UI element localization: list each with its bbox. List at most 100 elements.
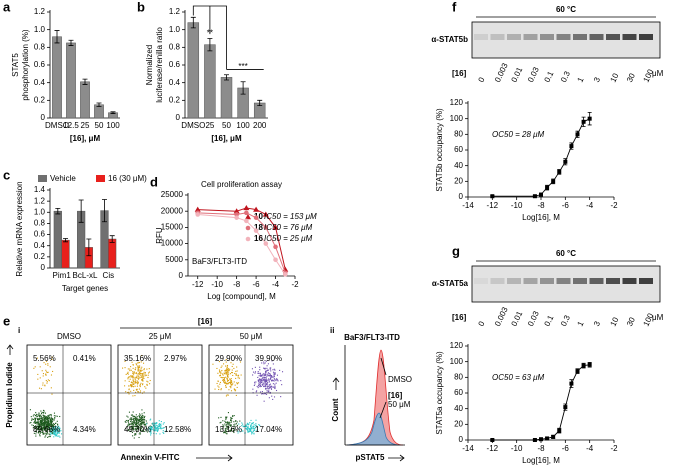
- dot: [136, 430, 138, 432]
- blot-band: [573, 278, 587, 284]
- dot: [236, 370, 238, 372]
- dot: [273, 378, 275, 380]
- y-tick-label: 0.4: [34, 78, 46, 87]
- concentration-unit: μM: [652, 313, 664, 322]
- dot: [226, 373, 228, 375]
- y-axis-label: Normalized: [145, 45, 154, 85]
- dot: [216, 367, 218, 370]
- dot: [260, 380, 262, 382]
- dot: [268, 391, 270, 393]
- dot: [37, 419, 39, 421]
- dot: [131, 384, 133, 386]
- dot: [251, 433, 253, 435]
- dot: [260, 375, 262, 377]
- dot: [46, 431, 48, 434]
- dot: [217, 385, 219, 387]
- dot: [130, 386, 132, 388]
- dot: [273, 396, 276, 398]
- dot: [219, 422, 221, 424]
- dot: [225, 385, 227, 387]
- dot: [266, 365, 268, 367]
- dot: [261, 375, 263, 377]
- dot: [43, 419, 45, 421]
- dot: [128, 429, 130, 432]
- dot: [48, 420, 50, 422]
- dot: [44, 416, 46, 418]
- dot: [125, 373, 127, 375]
- dot: [137, 373, 139, 375]
- point: [545, 185, 550, 190]
- dot: [144, 373, 146, 375]
- dot: [232, 415, 234, 417]
- dot: [58, 432, 60, 434]
- blot-band: [622, 34, 637, 40]
- dot: [132, 435, 134, 437]
- dot: [219, 381, 222, 383]
- dot: [138, 436, 140, 439]
- dot: [32, 418, 34, 420]
- dot: [42, 424, 44, 426]
- dot: [266, 387, 268, 389]
- dot: [225, 369, 227, 371]
- dot: [37, 378, 39, 380]
- dot: [227, 369, 230, 371]
- dot: [140, 382, 142, 384]
- dot: [150, 428, 153, 430]
- dot: [42, 416, 45, 418]
- dot: [225, 383, 227, 385]
- dot: [136, 418, 139, 420]
- dot: [57, 435, 59, 437]
- dot: [272, 371, 275, 373]
- dot: [132, 380, 134, 382]
- dot: [46, 415, 48, 418]
- dot: [37, 373, 39, 375]
- dot: [34, 366, 36, 368]
- dot: [138, 419, 140, 422]
- dot: [150, 428, 152, 430]
- dot: [270, 388, 273, 390]
- dot: [135, 382, 137, 384]
- dot: [159, 433, 161, 435]
- dot: [132, 382, 134, 384]
- dot: [225, 416, 227, 418]
- dot: [34, 417, 36, 419]
- dot: [143, 412, 145, 414]
- dot: [223, 431, 225, 433]
- dot: [147, 376, 149, 379]
- quadrant-percent: 5.56%: [33, 354, 56, 363]
- dot: [143, 377, 145, 379]
- dot: [228, 426, 230, 428]
- dot: [140, 419, 142, 421]
- y-tick-label: 40: [454, 404, 463, 413]
- y-tick-label: 25000: [161, 190, 184, 199]
- dot: [270, 375, 272, 377]
- dot: [222, 426, 224, 428]
- dot: [226, 432, 228, 434]
- histogram-shapes: [344, 345, 405, 446]
- dot: [228, 424, 231, 426]
- bar: [220, 77, 233, 119]
- y-tick-label: 15000: [161, 223, 184, 232]
- dot: [140, 373, 142, 375]
- dot: [227, 426, 229, 428]
- x-tick-label: -2: [610, 444, 618, 453]
- dot: [239, 420, 241, 422]
- dot: [41, 419, 43, 421]
- dot: [162, 423, 164, 425]
- dot: [268, 375, 270, 377]
- blot-band: [490, 278, 505, 284]
- dot: [125, 428, 127, 430]
- dot: [136, 416, 138, 418]
- error-bar: [86, 238, 92, 257]
- dot: [226, 375, 228, 377]
- dot: [224, 420, 226, 422]
- dot: [143, 368, 145, 370]
- dot: [142, 429, 144, 431]
- dot: [259, 378, 261, 380]
- dot: [143, 424, 145, 426]
- dot: [246, 422, 248, 424]
- dot: [145, 374, 147, 376]
- dot: [219, 375, 221, 377]
- panel-letter: e: [3, 313, 10, 328]
- dot: [38, 429, 40, 431]
